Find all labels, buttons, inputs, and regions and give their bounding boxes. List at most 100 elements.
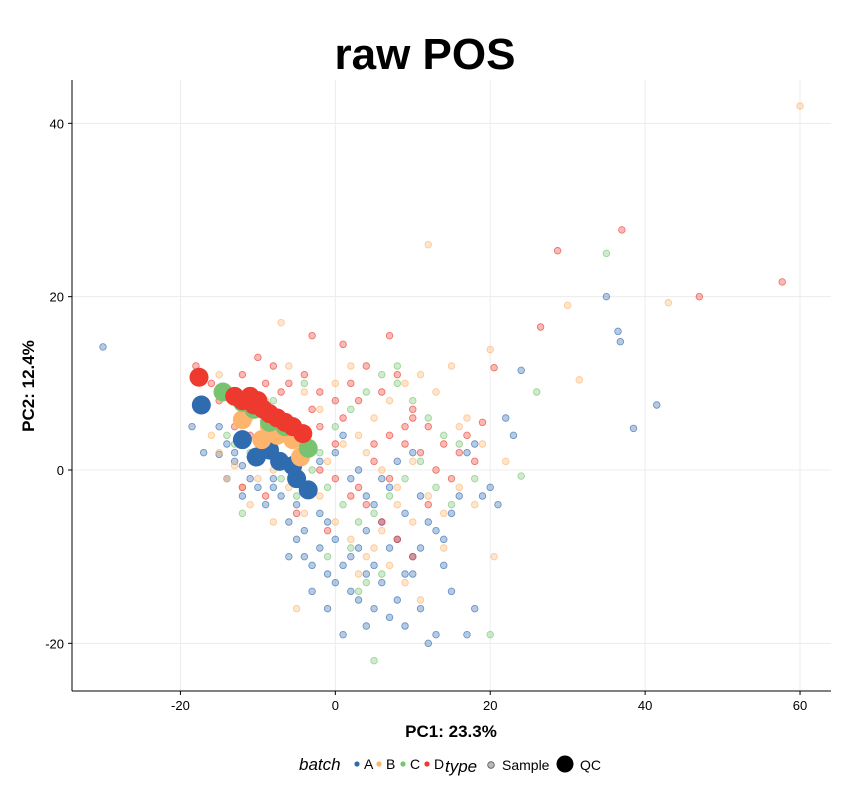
sample-point-b [277,318,285,327]
sample-point-d [238,370,247,379]
sample-point-a [385,544,394,552]
sample-point-a [401,509,409,518]
sample-point-a [323,604,332,613]
sample-point-b [316,492,324,500]
sample-point-a [362,622,371,630]
sample-point-a [432,630,440,639]
sample-point-d [393,535,401,544]
chart-title: raw POS [334,30,516,79]
legend-swatch-qc [556,755,574,773]
legend-swatch-a [354,761,360,767]
qc-point-d [293,424,313,444]
sample-point-a [486,483,494,492]
grid-lines [72,80,831,691]
sample-point-a [285,518,293,526]
y-tick-label: -20 [45,636,64,651]
sample-point-a [509,431,518,440]
sample-point-a [246,474,254,483]
sample-point-b [416,370,425,379]
legend-swatch-sample [487,761,495,769]
sample-point-a [238,492,247,500]
sample-point-a [223,440,231,448]
sample-point-a [362,526,371,535]
sample-point-b [362,552,371,561]
sample-point-a [269,474,278,483]
sample-point-b [385,396,394,405]
sample-point-b [254,474,262,483]
legend-batch-title: batch [299,755,341,774]
sample-point-d [432,466,440,474]
sample-point-d [308,405,316,414]
sample-point-a [471,604,479,613]
sample-point-a [354,596,363,604]
sample-point-b [300,509,309,518]
sample-point-a [362,492,371,500]
legend-swatch-d [424,761,430,767]
sample-point-d [416,448,425,457]
sample-point-a [339,630,347,639]
sample-point-d [778,278,786,286]
sample-point-c [269,396,278,405]
sample-point-c [393,362,401,370]
sample-point-c [223,431,231,440]
sample-point-d [455,448,463,457]
sample-point-d [362,500,371,509]
sample-point-b [424,240,432,249]
x-tick-label: 20 [483,698,497,713]
sample-point-d [447,474,456,483]
sample-point-b [300,388,309,396]
sample-point-b [316,405,324,414]
sample-point-a [269,483,278,492]
sample-point-a [199,448,208,457]
sample-point-a [494,500,502,509]
sample-point-c [401,474,409,483]
sample-point-d [378,518,386,526]
sample-point-a [614,327,622,336]
sample-point-b [440,544,448,552]
sample-point-d [463,431,471,440]
sample-point-d [238,483,247,492]
y-axis-label: PC2: 12.4% [19,340,38,432]
sample-point-d [401,422,409,431]
sample-point-c [432,483,440,492]
y-tick-label: 20 [50,290,64,305]
sample-point-c [292,492,301,500]
sample-point-b [385,561,394,570]
qc-points [189,367,318,500]
legend-label-a: A [364,756,374,772]
axis-ticks: -20 0 20 40 60 -20 0 20 40 [45,116,807,713]
sample-point-d [618,226,626,234]
sample-point-d [440,440,448,448]
sample-point-c [440,431,448,440]
sample-point-c [316,448,324,457]
sample-point-a [331,535,340,544]
sample-point-b [331,379,340,388]
sample-point-b [432,388,440,396]
sample-point-a [370,500,378,509]
sample-point-a [401,570,409,578]
sample-point-d [536,323,545,331]
qc-point-c [298,438,318,458]
qc-point-a [232,430,252,450]
sample-point-b [370,544,378,552]
sample-point-b [401,578,409,587]
sample-point-b [478,440,487,448]
sample-point-d [277,388,285,396]
sample-point-a [409,448,417,457]
sample-point-a [393,457,401,466]
sample-point-a [517,366,525,375]
sample-point-a [339,431,347,440]
sample-point-d [362,362,371,370]
sample-point-c [532,388,541,396]
legend-label-qc: QC [580,757,601,773]
sample-point-a [409,570,417,578]
sample-point-a [370,561,378,570]
sample-point-c [339,500,347,509]
sample-point-d [478,418,487,427]
sample-point-c [424,414,432,422]
sample-point-d [409,414,417,422]
sample-point-b [215,448,223,457]
sample-point-d [339,414,347,422]
sample-point-b [223,474,231,483]
sample-point-a [323,518,332,526]
